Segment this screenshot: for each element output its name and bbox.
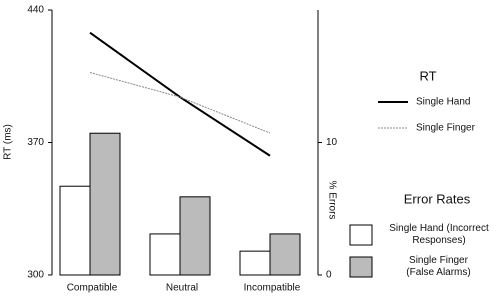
x-tick-label: Neutral	[166, 283, 198, 294]
bar	[149, 233, 181, 276]
y2-axis-label: % Errors	[326, 181, 337, 220]
legend-title: Error Rates	[404, 191, 471, 206]
legend-label: Single Hand	[416, 97, 470, 108]
legend-label: Single Finger (False Alarms)	[406, 255, 471, 278]
legend-label: Single Finger	[416, 123, 476, 134]
line	[89, 71, 271, 134]
legend-title: RT	[419, 68, 436, 83]
legend-swatch	[349, 224, 373, 246]
bar	[239, 250, 271, 276]
bar	[89, 132, 121, 276]
bar	[269, 233, 301, 276]
x-tick-label: Compatible	[67, 283, 118, 294]
legend-label: Single Hand (Incorrect Responses)	[389, 223, 489, 246]
y-tick-label: 370	[27, 137, 44, 148]
y-axis-label: RT (ms)	[3, 124, 14, 160]
y2-tick-label: 0	[326, 270, 332, 281]
bar	[59, 185, 91, 276]
y-tick-label: 440	[27, 5, 44, 16]
bar	[179, 196, 211, 276]
y-tick-label: 300	[27, 270, 44, 281]
y2-tick-label: 10	[326, 137, 338, 148]
legend-swatch	[349, 256, 373, 278]
x-tick-label: Incompatible	[244, 283, 301, 294]
